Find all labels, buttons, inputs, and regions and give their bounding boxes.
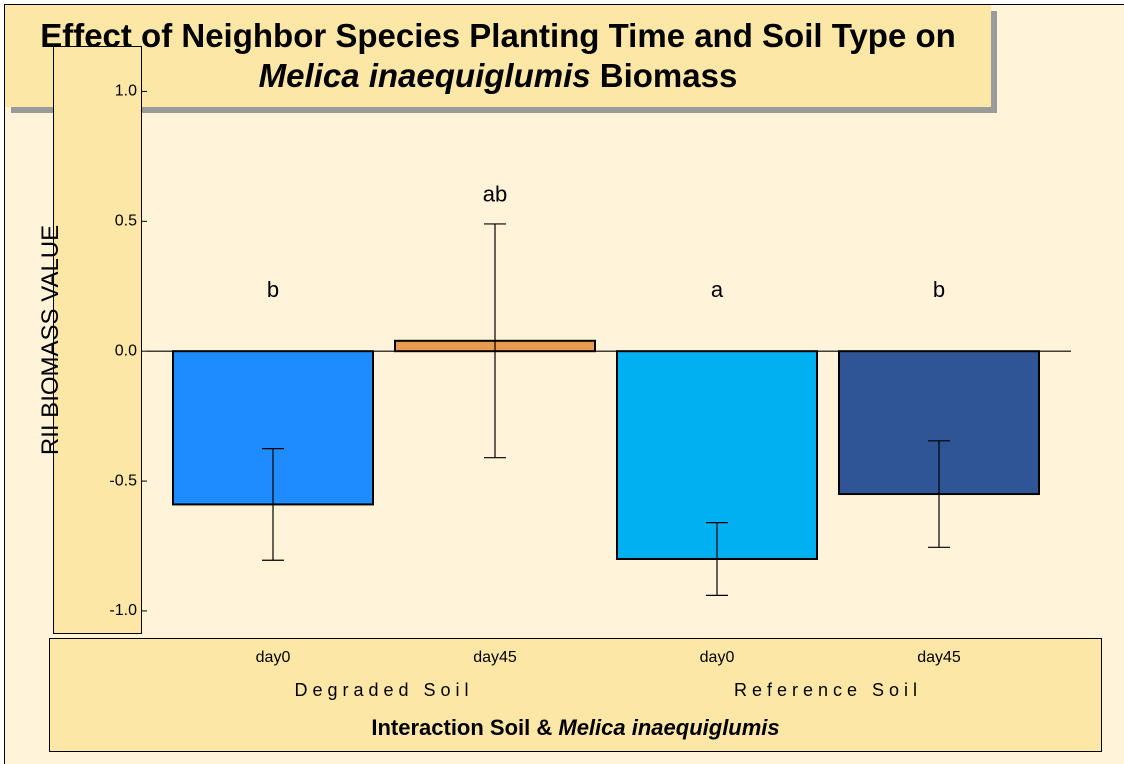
group-label: Reference Soil (734, 680, 922, 700)
chart: 1.0 0.5 0.0 -0.5 -1.0 day0 b day45 ab day0 a day45 b… (109, 83, 1071, 700)
annotation: b (267, 277, 279, 302)
group-label: Degraded Soil (294, 680, 473, 700)
y-tick-label: 0.5 (115, 213, 137, 230)
x-label-part: Interaction Soil & (371, 715, 559, 740)
title-part: Effect of Neighbor Species Planting Time… (40, 17, 956, 54)
x-tick-label: day0 (256, 649, 291, 666)
x-axis-label: Interaction Soil & Melica inaequiglumis (49, 715, 1102, 741)
annotation: ab (483, 182, 507, 207)
chart-title: Effect of Neighbor Species Planting Time… (5, 5, 991, 107)
page: RII BIOMASS VALUE Effect of Neighbor Spe… (4, 4, 1124, 764)
annotation: b (933, 277, 945, 302)
y-tick-label: 1.0 (115, 83, 137, 100)
x-label-part: Melica inaequiglumis (558, 715, 780, 740)
y-tick-label: 0.0 (115, 342, 137, 359)
annotation: a (711, 277, 724, 302)
x-tick-label: day0 (700, 649, 735, 666)
y-tick-label: -0.5 (109, 472, 137, 489)
y-axis-box (53, 46, 142, 634)
x-axis-box (49, 638, 1102, 752)
title-part: Biomass (590, 57, 738, 94)
x-tick-label: day45 (473, 649, 517, 666)
y-tick-label: -1.0 (109, 602, 137, 619)
x-tick-label: day45 (917, 649, 961, 666)
title-part: Melica inaequiglumis (258, 57, 591, 94)
